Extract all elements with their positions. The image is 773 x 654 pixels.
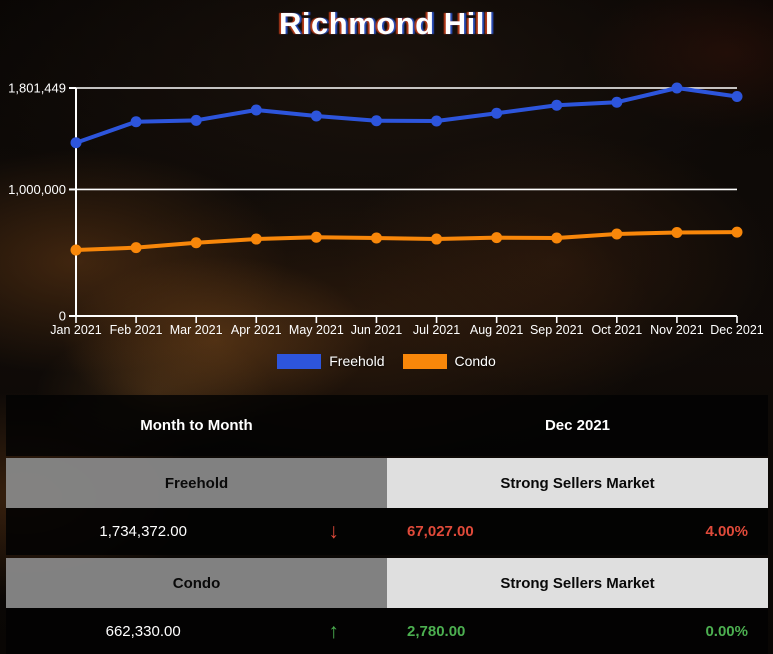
x-axis-label: Mar 2021 <box>170 323 223 337</box>
condo-point <box>310 231 322 243</box>
condo-point <box>731 226 743 238</box>
freehold-line <box>74 86 739 145</box>
freehold-change: 67,027.00 <box>407 523 474 540</box>
condo-legend-label: Condo <box>454 353 496 369</box>
y-axis-label: 1,000,000 <box>8 182 66 197</box>
condo-point <box>70 244 82 256</box>
freehold-point <box>370 115 382 127</box>
freehold-point <box>250 104 262 116</box>
freehold-point <box>310 110 322 122</box>
condo-label: Condo <box>6 558 387 608</box>
freehold-legend-label: Freehold <box>329 353 385 369</box>
x-axis-label: Nov 2021 <box>650 323 704 337</box>
x-axis-label: Jun 2021 <box>351 323 402 337</box>
x-axis-label: Aug 2021 <box>470 323 524 337</box>
condo-point <box>370 232 382 244</box>
freehold-point <box>431 115 443 127</box>
condo-value: 662,330.00 <box>105 622 181 640</box>
freehold-value-row: 1,734,372.00 ↓ 67,027.00 4.00% <box>6 508 768 555</box>
condo-point <box>250 233 262 245</box>
price-chart: 0 1,000,000 1,801,449 Jan 2021 Feb 2021 Mar 2… <box>8 81 764 338</box>
freehold-point <box>551 99 563 111</box>
x-axis-label: Sep 2021 <box>530 323 584 337</box>
legend-item-freehold[interactable]: Freehold <box>277 353 385 369</box>
condo-point <box>551 232 563 244</box>
y-axis-label: 1,801,449 <box>8 81 66 96</box>
freehold-point <box>491 107 503 119</box>
condo-point <box>130 242 142 254</box>
freehold-point <box>671 82 683 94</box>
condo-point <box>190 237 202 249</box>
freehold-point <box>190 114 202 126</box>
freehold-percent: 4.00% <box>705 523 748 540</box>
x-axis-label: May 2021 <box>289 323 344 337</box>
header-dec-2021: Dec 2021 <box>544 417 611 434</box>
freehold-point <box>70 137 82 149</box>
freehold-point <box>731 90 743 102</box>
freehold-label: Freehold <box>6 458 387 508</box>
x-axis-label: Jan 2021 <box>50 323 101 337</box>
table-header-row: Month to Month Dec 2021 <box>6 395 768 456</box>
x-axis-label: Apr 2021 <box>231 323 282 337</box>
chart-legend: Freehold Condo <box>0 353 773 369</box>
market-table: Month to Month Dec 2021 Freehold Strong … <box>6 395 768 654</box>
condo-market-status: Strong Sellers Market <box>387 558 768 608</box>
freehold-point <box>130 116 142 128</box>
freehold-point <box>611 96 623 108</box>
condo-change: 2,780.00 <box>407 622 466 640</box>
condo-swatch <box>402 353 447 369</box>
condo-point <box>491 232 503 244</box>
freehold-market-status: Strong Sellers Market <box>387 458 768 508</box>
condo-point <box>671 227 683 239</box>
header-month-to-month: Month to Month <box>140 417 253 434</box>
condo-label-row: Condo Strong Sellers Market <box>6 558 768 608</box>
condo-up-arrow-icon: ↑ <box>328 619 339 643</box>
x-axis-label: Feb 2021 <box>110 323 163 337</box>
x-axis-label: Jul 2021 <box>413 323 460 337</box>
condo-point <box>431 233 443 245</box>
freehold-down-arrow-icon: ↓ <box>328 520 339 543</box>
freehold-label-row: Freehold Strong Sellers Market <box>6 458 768 508</box>
condo-point <box>611 228 623 240</box>
freehold-swatch <box>277 353 322 369</box>
x-axis-label: Oct 2021 <box>591 323 642 337</box>
legend-item-condo[interactable]: Condo <box>402 353 496 369</box>
condo-line <box>74 230 739 253</box>
condo-percent: 0.00% <box>705 622 748 640</box>
x-axis-label: Dec 2021 <box>710 323 764 337</box>
y-axis-label: 0 <box>59 309 66 324</box>
condo-value-row: 662,330.00 ↑ 2,780.00 0.00% <box>6 608 768 654</box>
page-title: Richmond Hill <box>279 6 494 41</box>
freehold-value: 1,734,372.00 <box>99 523 187 540</box>
